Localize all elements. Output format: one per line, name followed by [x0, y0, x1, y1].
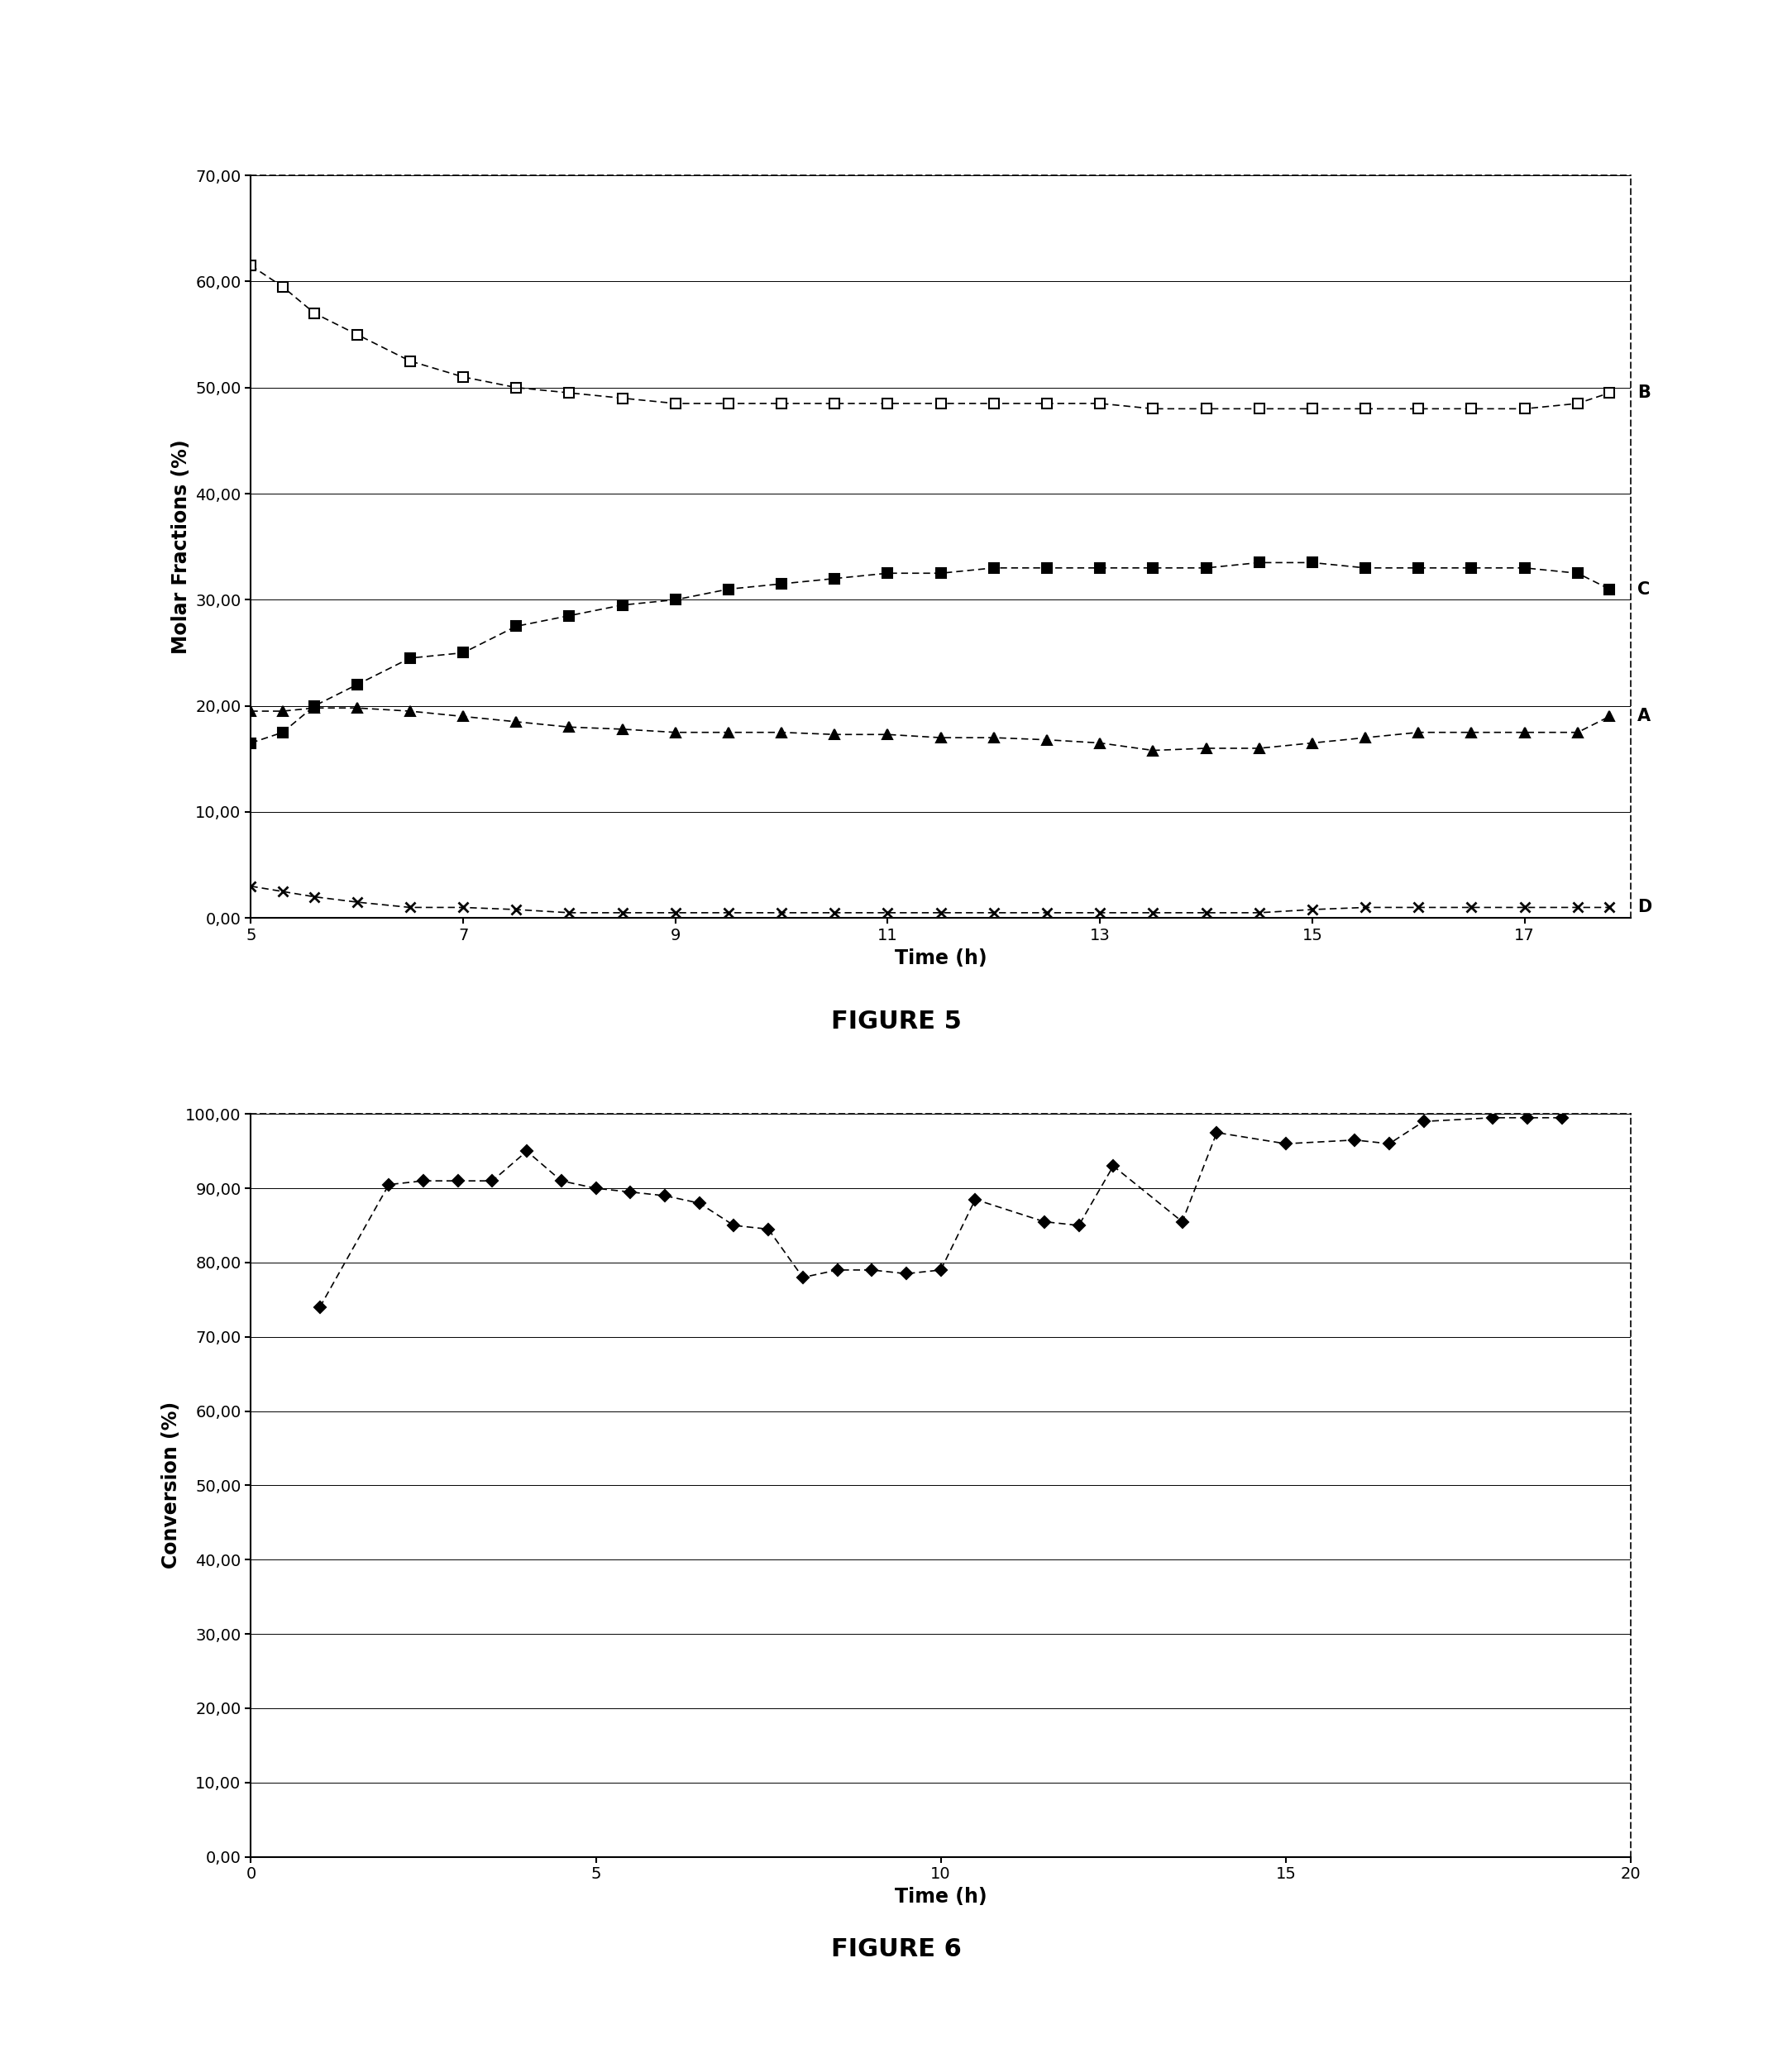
Text: A: A — [1638, 708, 1650, 724]
Y-axis label: Molar Fractions (%): Molar Fractions (%) — [170, 439, 190, 654]
Text: FIGURE 6: FIGURE 6 — [831, 1937, 961, 1962]
Text: C: C — [1638, 582, 1650, 598]
Y-axis label: Conversion (%): Conversion (%) — [161, 1401, 181, 1570]
X-axis label: Time (h): Time (h) — [894, 1888, 987, 1906]
X-axis label: Time (h): Time (h) — [894, 949, 987, 968]
Text: B: B — [1638, 384, 1650, 400]
Text: FIGURE 5: FIGURE 5 — [831, 1009, 961, 1034]
Text: D: D — [1638, 899, 1652, 916]
